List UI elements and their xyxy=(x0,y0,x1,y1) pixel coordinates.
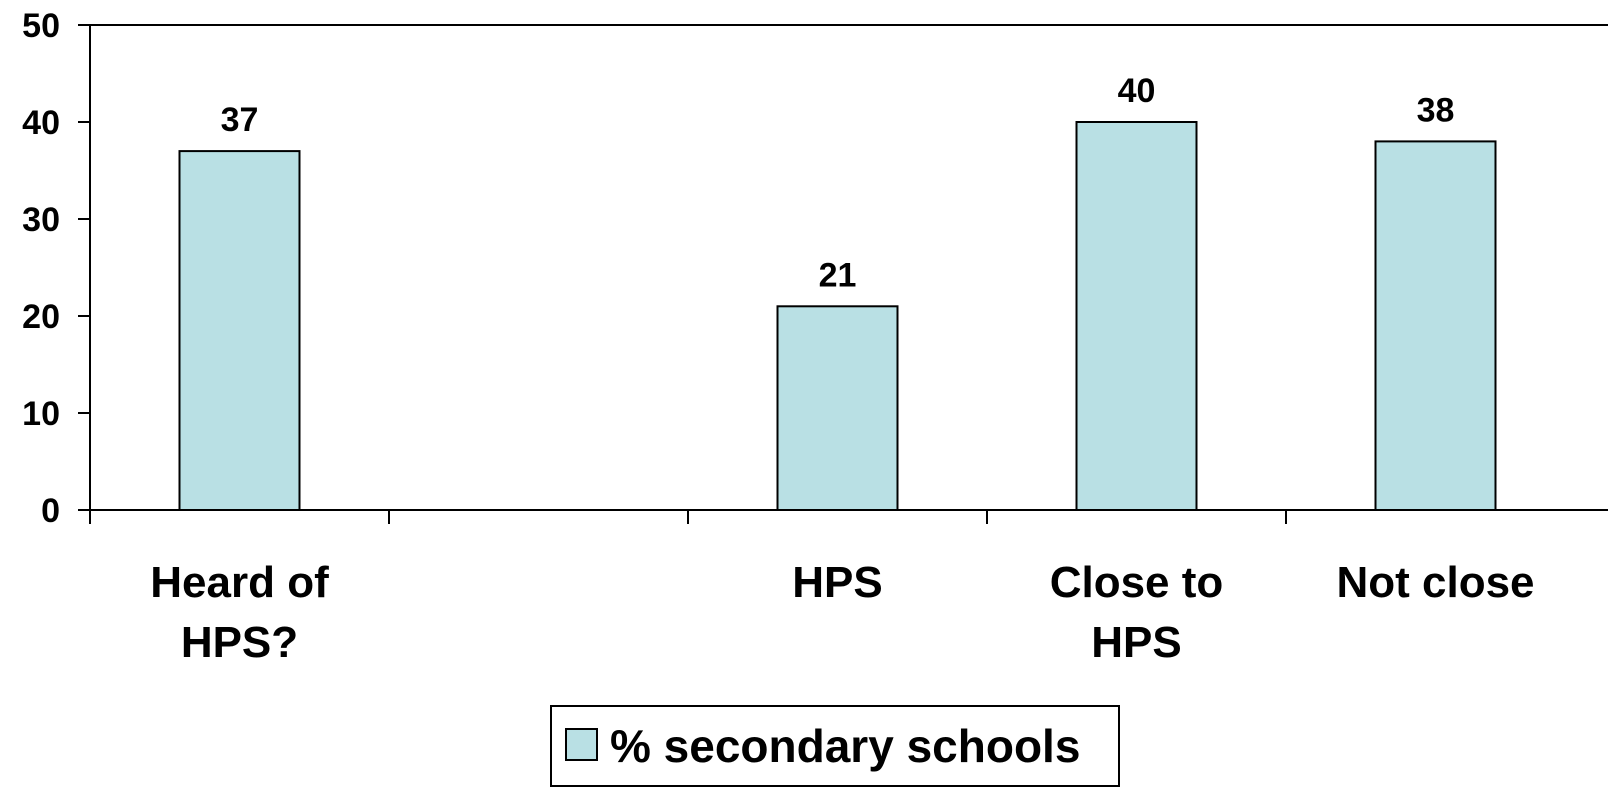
data-label: 40 xyxy=(1118,72,1156,110)
category-label: Not close xyxy=(1336,558,1534,607)
bars xyxy=(178,121,1497,511)
bar xyxy=(1374,140,1497,511)
bar xyxy=(1075,121,1198,511)
data-labels: 37 21 40 38 xyxy=(221,72,1455,294)
legend-box xyxy=(550,705,1120,787)
y-tick-label: 10 xyxy=(22,395,60,433)
data-label: 37 xyxy=(221,101,259,139)
category-label: HPS? xyxy=(181,618,298,667)
data-label: 21 xyxy=(819,256,857,294)
x-axis-ticks xyxy=(89,510,1287,524)
y-tick-label: 50 xyxy=(22,7,60,45)
category-labels: Heard of HPS? HPS Close to HPS Not close xyxy=(150,558,1534,667)
category-label: Close to xyxy=(1050,558,1224,607)
bar xyxy=(776,305,899,511)
bar xyxy=(178,150,301,511)
y-tick-label: 40 xyxy=(22,104,60,142)
category-label: HPS xyxy=(792,558,882,607)
category-label: HPS xyxy=(1091,618,1181,667)
legend-label: % secondary schools xyxy=(610,720,1080,772)
y-tick-label: 0 xyxy=(41,492,60,530)
data-label: 38 xyxy=(1417,91,1455,129)
category-label: Heard of xyxy=(150,558,329,607)
legend: % secondary schools xyxy=(550,705,1120,787)
y-tick-label: 30 xyxy=(22,201,60,239)
y-tick-label: 20 xyxy=(22,298,60,336)
legend-swatch xyxy=(565,728,598,761)
y-axis-ticks: 0 10 20 30 40 50 xyxy=(22,7,90,530)
